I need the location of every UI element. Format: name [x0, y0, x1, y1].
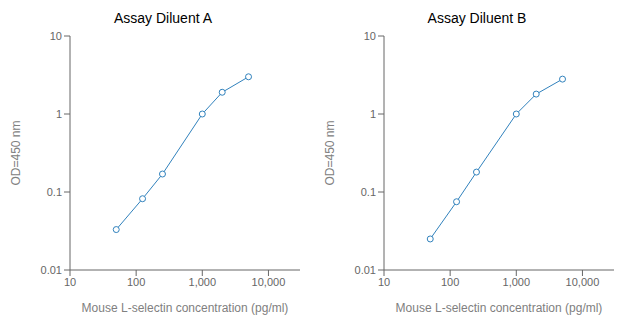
svg-text:10,000: 10,000	[252, 276, 286, 288]
svg-text:1: 1	[56, 108, 62, 120]
svg-text:1,000: 1,000	[189, 276, 217, 288]
svg-text:100: 100	[127, 276, 145, 288]
html-text:Assay Diluent A: Assay Diluent A	[114, 10, 212, 26]
svg-text:0.01: 0.01	[41, 264, 62, 276]
svg-text:0.1: 0.1	[47, 186, 62, 198]
svg-text:10: 10	[364, 30, 376, 42]
html-text:Assay Diluent B: Assay Diluent B	[427, 10, 527, 26]
svg-text:100: 100	[441, 276, 459, 288]
svg-text:OD=450 nm: OD=450 nm	[323, 120, 337, 185]
svg-text:10: 10	[378, 276, 390, 288]
svg-text:0.1: 0.1	[361, 186, 376, 198]
svg-text:10,000: 10,000	[566, 276, 600, 288]
svg-text:1: 1	[370, 108, 376, 120]
svg-text:OD=450 nm: OD=450 nm	[9, 120, 23, 185]
svg-text:0.01: 0.01	[355, 264, 376, 276]
svg-text:10: 10	[50, 30, 62, 42]
svg-text:Mouse L-selectin concentration: Mouse L-selectin concentration (pg/ml)	[396, 301, 603, 315]
svg-text:1,000: 1,000	[503, 276, 531, 288]
svg-text:Mouse L-selectin concentration: Mouse L-selectin concentration (pg/ml)	[82, 301, 289, 315]
svg-text:10: 10	[64, 276, 76, 288]
